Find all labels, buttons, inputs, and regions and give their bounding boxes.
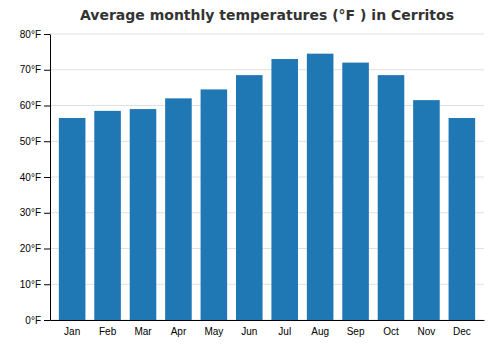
grid-line bbox=[50, 34, 484, 35]
x-tick: May bbox=[204, 326, 223, 337]
x-tick-label: Sep bbox=[347, 326, 365, 337]
bar bbox=[201, 89, 228, 320]
y-tick: 0°F bbox=[25, 315, 50, 326]
x-tick-label: Jan bbox=[64, 326, 80, 337]
bar bbox=[130, 109, 157, 320]
y-tick-label: 0°F bbox=[25, 315, 41, 326]
x-tick: Jul bbox=[278, 326, 291, 337]
y-tick-mark bbox=[44, 34, 50, 35]
y-axis: 0°F 10°F 20°F 30°F 40°F 50°F 60°F 70°F 80°F bbox=[20, 29, 51, 326]
plot-area bbox=[59, 54, 475, 320]
y-tick-label: 40°F bbox=[20, 172, 41, 183]
bar bbox=[165, 98, 192, 320]
x-tick: Aug bbox=[311, 326, 329, 337]
x-tick: Jan bbox=[64, 326, 80, 337]
y-tick-label: 60°F bbox=[20, 100, 41, 111]
x-tick: Sep bbox=[347, 326, 365, 337]
y-tick-mark bbox=[44, 177, 50, 178]
y-tick: 80°F bbox=[20, 29, 50, 40]
x-tick: Apr bbox=[171, 326, 187, 337]
y-tick: 60°F bbox=[20, 100, 50, 111]
y-tick-mark bbox=[44, 141, 50, 142]
grid-line bbox=[50, 69, 484, 70]
y-tick-label: 70°F bbox=[20, 64, 41, 75]
bar bbox=[94, 111, 121, 320]
grid bbox=[50, 34, 484, 320]
y-tick: 20°F bbox=[20, 243, 50, 254]
bar bbox=[342, 63, 369, 320]
x-tick-label: Jun bbox=[241, 326, 257, 337]
bar bbox=[236, 75, 263, 320]
x-tick: Oct bbox=[383, 326, 399, 337]
x-tick-label: Apr bbox=[171, 326, 187, 337]
bar bbox=[307, 54, 334, 320]
bar bbox=[59, 118, 86, 320]
x-tick-label: May bbox=[204, 326, 223, 337]
y-tick: 10°F bbox=[20, 279, 50, 290]
x-tick: Feb bbox=[99, 326, 117, 337]
y-tick-mark bbox=[44, 320, 50, 321]
x-tick: Jun bbox=[241, 326, 257, 337]
x-tick-label: Mar bbox=[134, 326, 152, 337]
bar bbox=[413, 100, 440, 320]
x-tick: Mar bbox=[134, 326, 152, 337]
x-tick: Dec bbox=[453, 326, 471, 337]
x-tick-label: Aug bbox=[311, 326, 329, 337]
x-tick-label: Oct bbox=[383, 326, 399, 337]
x-tick-label: Feb bbox=[99, 326, 117, 337]
y-axis-line bbox=[50, 35, 51, 321]
chart: Jan Feb Mar Apr May Jun Jul Aug Sep Oct Nov Dec 0°F 1… bbox=[0, 0, 500, 350]
y-tick-mark bbox=[44, 70, 50, 71]
x-tick-label: Jul bbox=[278, 326, 291, 337]
y-tick-label: 20°F bbox=[20, 243, 41, 254]
y-tick-mark bbox=[44, 213, 50, 214]
y-tick-label: 10°F bbox=[20, 279, 41, 290]
y-tick-label: 80°F bbox=[20, 29, 41, 40]
y-tick-mark bbox=[44, 284, 50, 285]
x-axis-line bbox=[51, 320, 485, 321]
x-tick-label: Dec bbox=[453, 326, 471, 337]
x-axis: Jan Feb Mar Apr May Jun Jul Aug Sep Oct Nov Dec bbox=[51, 321, 485, 338]
title: Average monthly temperatures (°F ) in Ce… bbox=[80, 7, 454, 23]
x-tick: Nov bbox=[418, 326, 436, 337]
bar bbox=[378, 75, 405, 320]
bar bbox=[271, 59, 298, 320]
y-tick-mark bbox=[44, 249, 50, 250]
y-tick-label: 30°F bbox=[20, 207, 41, 218]
y-tick-mark bbox=[44, 106, 50, 107]
y-tick: 40°F bbox=[20, 172, 50, 183]
y-tick: 30°F bbox=[20, 207, 50, 218]
y-tick-label: 50°F bbox=[20, 136, 41, 147]
x-tick-label: Nov bbox=[418, 326, 436, 337]
y-tick: 50°F bbox=[20, 136, 50, 147]
y-tick: 70°F bbox=[20, 64, 50, 75]
bar bbox=[449, 118, 476, 320]
